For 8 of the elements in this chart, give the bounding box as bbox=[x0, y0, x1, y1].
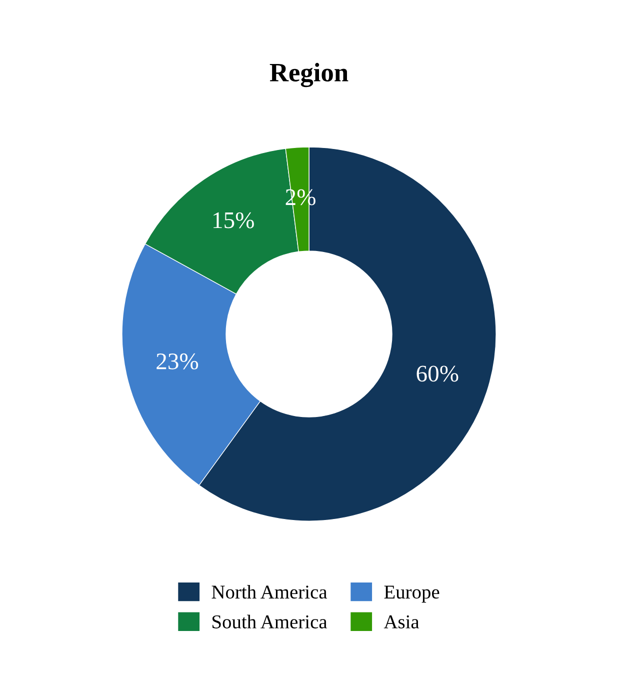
chart-title: Region bbox=[270, 62, 348, 88]
data-label: 60% bbox=[416, 366, 458, 382]
legend-label: North America bbox=[212, 584, 328, 599]
legend-label: Europe bbox=[384, 586, 440, 603]
legend-label: South America bbox=[212, 614, 328, 628]
data-label: 23% bbox=[156, 353, 198, 370]
data-label: 15% bbox=[214, 212, 254, 228]
legend-label: Asia bbox=[384, 615, 420, 628]
